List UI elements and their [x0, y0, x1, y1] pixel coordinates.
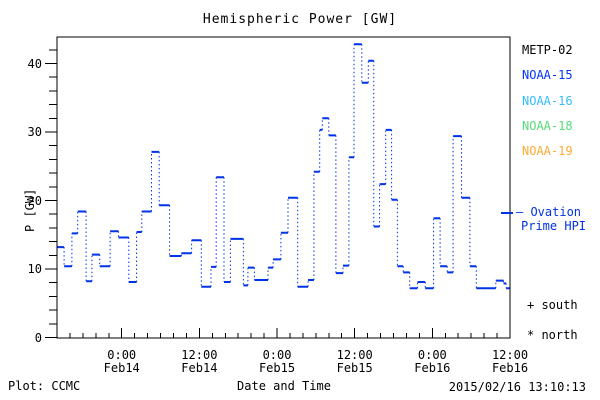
ovation-legend-line1: — Ovation [516, 205, 582, 219]
y-tick-label: 20 [27, 193, 42, 208]
south-marker-label: + south [527, 298, 578, 312]
plot-frame [56, 36, 511, 339]
x-tick-time-label: 12:00 [181, 348, 218, 362]
x-tick-date-label: Feb15 [336, 361, 373, 375]
hpi-step-risers [63, 44, 507, 289]
x-tick-time-label: 0:00 [417, 348, 447, 362]
y-tick-label: 0 [34, 330, 42, 345]
x-tick-time-label: 12:00 [336, 348, 373, 362]
legend-satellite-metp-02: METP-02 [522, 43, 573, 57]
plot-credit: Plot: CCMC [8, 379, 81, 393]
x-tick-date-label: Feb16 [491, 361, 529, 375]
legend-satellite-noaa-18: NOAA-18 [522, 118, 573, 133]
legend-satellite-noaa-15: NOAA-15 [522, 68, 573, 83]
timestamp: 2015/02/16 13:10:13 [448, 380, 586, 394]
x-tick-time-label: 0:00 [107, 348, 137, 362]
y-tick-label: 30 [27, 125, 42, 139]
x-tick-date-label: Feb14 [103, 361, 140, 375]
x-tick-time-label: 0:00 [262, 348, 292, 362]
hpi-step-treads [57, 43, 510, 290]
legend-satellite-noaa-16: NOAA-16 [522, 93, 573, 108]
x-tick-date-label: Feb16 [414, 361, 451, 375]
x-axis-label: Date and Time [237, 379, 331, 393]
y-tick-label: 40 [27, 56, 42, 71]
north-marker-label: * north [527, 328, 578, 342]
x-tick-date-label: Feb14 [181, 361, 218, 375]
x-tick-date-label: Feb15 [258, 361, 296, 375]
ovation-legend-line2: Prime HPI [521, 219, 587, 233]
legend-satellite-noaa-19: NOAA-19 [522, 144, 573, 159]
y-tick-label: 10 [27, 262, 42, 276]
x-tick-time-label: 12:00 [491, 348, 529, 362]
plot-title: Hemispheric Power [GW] [202, 12, 398, 27]
